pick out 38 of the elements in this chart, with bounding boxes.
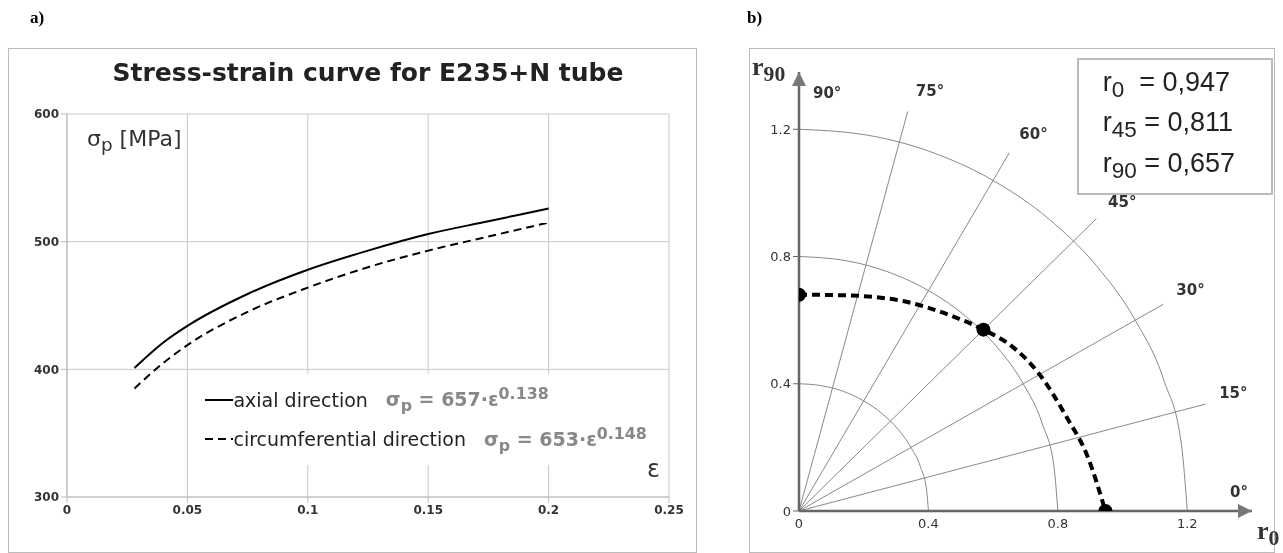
- x-tick-label: 0.05: [172, 502, 203, 517]
- x-axis-title: r$_{0}$: [1257, 516, 1280, 551]
- text: a): [30, 8, 45, 27]
- annotation: r$_{45}$ = 0,811: [1102, 107, 1233, 143]
- legend-label: circumferential direction: [233, 428, 467, 451]
- x-tick-label: 0.8: [1047, 516, 1069, 532]
- x-tick-label: 0: [794, 516, 804, 532]
- x-tick-label: 0.2: [537, 502, 560, 517]
- x-tick-label: 0.25: [654, 502, 684, 517]
- y-axis-title: σ$_{p}$ [MPa]: [87, 126, 182, 156]
- y-tick-label: 0.4: [770, 376, 791, 392]
- x-tick-label: 0.4: [918, 516, 939, 532]
- chart-title: Stress-strain curve for E235+N tube: [112, 58, 624, 87]
- y-tick-label: 400: [33, 362, 59, 377]
- annotation: r$_{90}$ = 0,657: [1102, 147, 1235, 184]
- annotation: 45°: [1108, 192, 1137, 211]
- annotation: 90°: [813, 84, 842, 102]
- y-tick-label: 300: [33, 490, 59, 505]
- annotation: σ$_{p}$ = 653·ε$^{0.148}$: [484, 423, 647, 455]
- annotation: 30°: [1176, 281, 1205, 300]
- y-tick-label: 0.8: [770, 249, 791, 265]
- y-tick-label: 600: [33, 107, 59, 122]
- legend-label: axial direction: [233, 389, 368, 411]
- y-tick-label: 1.2: [770, 121, 791, 137]
- annotation: r$_{0}$ = 0,947: [1102, 67, 1230, 103]
- text: b): [747, 8, 763, 27]
- x-tick-label: 0.15: [413, 502, 443, 517]
- annotation: 75°: [915, 81, 945, 100]
- annotation: σ$_{p}$ = 657·ε$^{0.138}$: [385, 384, 549, 416]
- annotation: 15°: [1219, 384, 1248, 403]
- x-tick-label: 0.1: [297, 502, 319, 517]
- x-axis-title: ε: [647, 455, 660, 483]
- y-tick-label: 500: [33, 234, 59, 249]
- x-tick-label: 1.2: [1176, 516, 1198, 532]
- annotation: 0°: [1230, 483, 1248, 501]
- annotation: 60°: [1019, 124, 1048, 143]
- x-tick-label: 0: [62, 502, 72, 517]
- y-axis-title: r$_{90}$: [752, 52, 786, 87]
